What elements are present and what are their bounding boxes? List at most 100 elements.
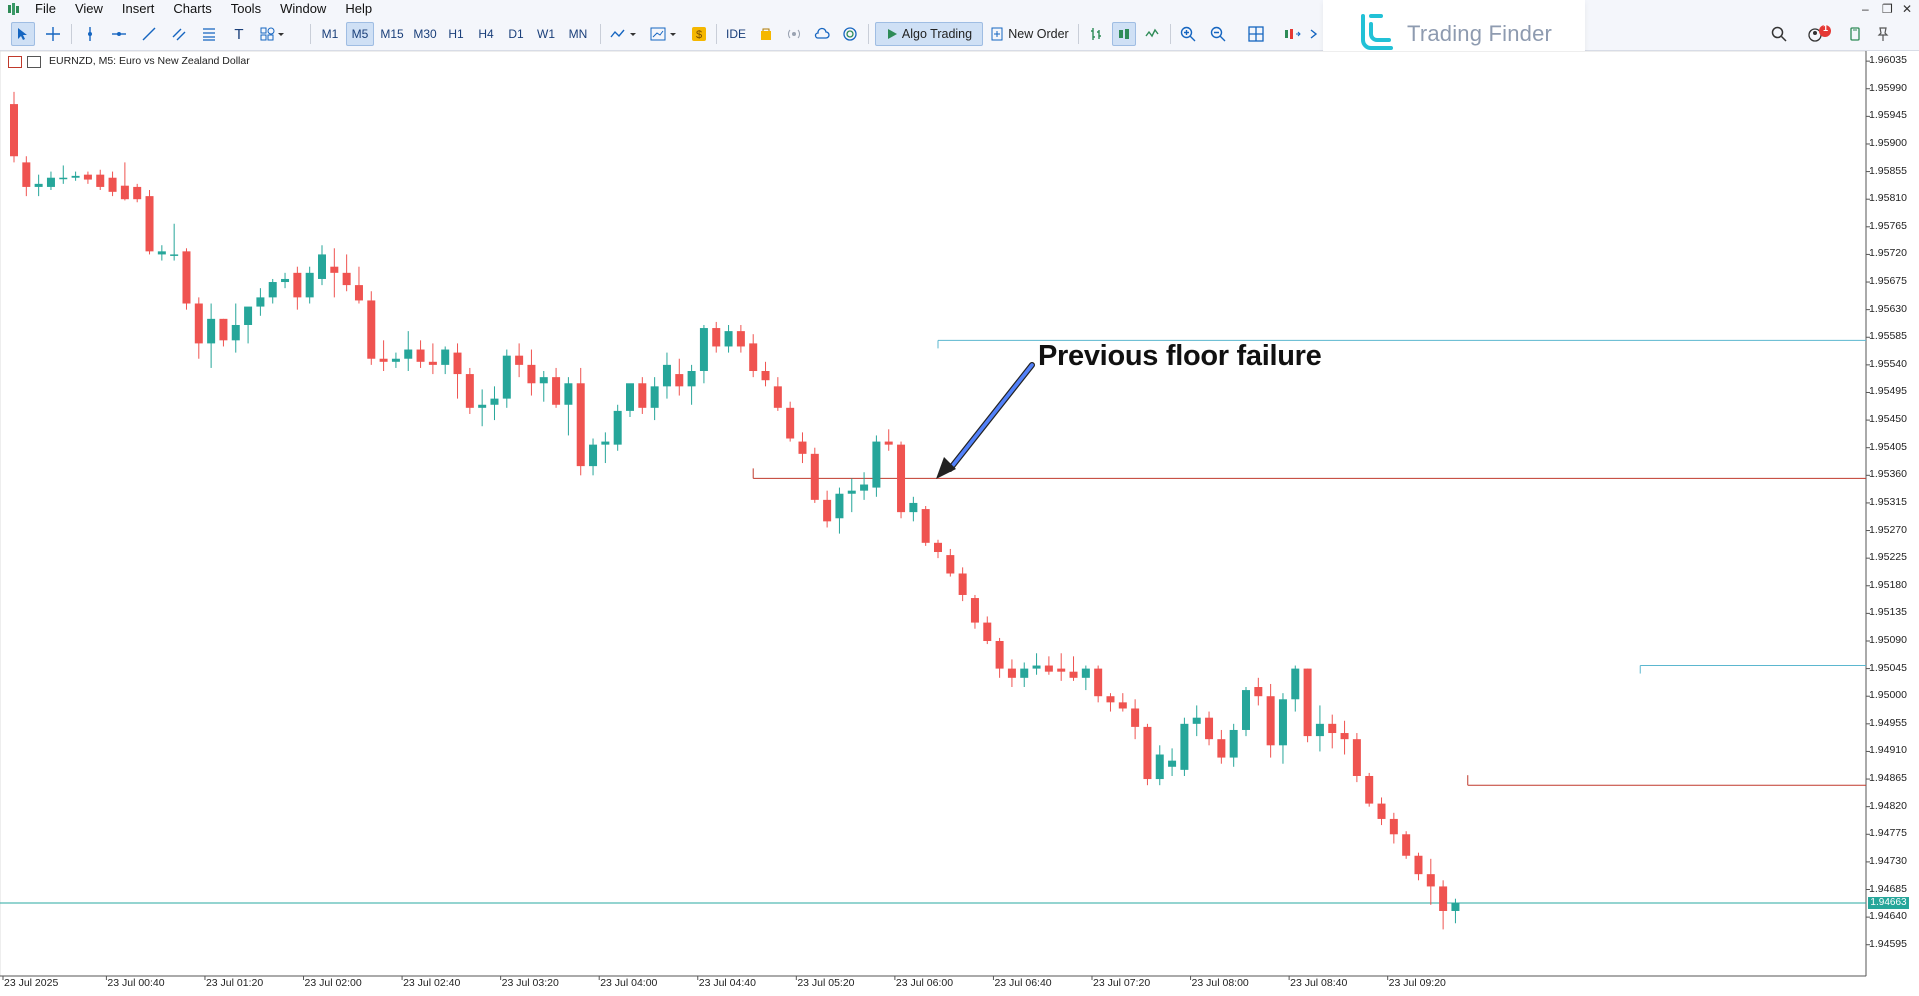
horizontal-line-button[interactable] <box>108 22 130 46</box>
candle <box>613 404 622 451</box>
chart-type-button[interactable] <box>606 22 642 46</box>
line-chart-button[interactable] <box>1140 22 1164 46</box>
candle-body <box>1254 687 1263 697</box>
candle <box>1032 653 1041 675</box>
crosshair-button[interactable] <box>41 22 65 46</box>
mobile-button[interactable] <box>1843 22 1867 46</box>
timeframe-m30[interactable]: M30 <box>413 27 437 41</box>
ide-button[interactable]: IDE <box>725 27 746 41</box>
price-axis-label: 1.94685 <box>1869 882 1907 895</box>
channel-button[interactable] <box>168 22 190 46</box>
vps-button[interactable] <box>810 22 834 46</box>
candle <box>1377 797 1386 826</box>
zoom-out-button[interactable] <box>1206 22 1230 46</box>
candle-body <box>293 272 302 298</box>
time-axis-label: 23 Jul 05:20 <box>797 977 855 989</box>
metatrader-icon <box>8 3 19 15</box>
vertical-line-button[interactable] <box>79 22 101 46</box>
text-tool-button[interactable]: T <box>228 22 250 46</box>
menu-insert[interactable]: Insert <box>121 1 155 16</box>
trade-button[interactable]: $ <box>688 22 710 46</box>
fibonacci-button[interactable] <box>198 22 220 46</box>
menu-charts[interactable]: Charts <box>173 1 212 16</box>
community-button[interactable] <box>838 22 862 46</box>
close-icon[interactable]: ✕ <box>1902 2 1913 16</box>
search-button[interactable] <box>1767 22 1791 46</box>
play-icon <box>887 29 897 39</box>
market-button[interactable] <box>754 22 778 46</box>
candle <box>638 377 647 414</box>
menu-file[interactable]: File <box>35 1 56 16</box>
autoscroll-button[interactable] <box>1306 22 1322 46</box>
bar-chart-button[interactable] <box>1084 22 1108 46</box>
timeframe-d1[interactable]: D1 <box>508 27 524 41</box>
candle-body <box>379 358 388 362</box>
trading-finder-logo-text: Trading Finder <box>1407 21 1553 46</box>
candle-body <box>1106 696 1115 703</box>
pin-button[interactable] <box>1871 22 1895 46</box>
candle-body <box>256 297 265 307</box>
candle-body <box>552 377 561 405</box>
candle-body <box>428 361 437 365</box>
candle-body <box>897 444 906 513</box>
timeframe-h4[interactable]: H4 <box>478 27 494 41</box>
candle <box>1303 668 1312 743</box>
candle <box>1007 659 1016 688</box>
signals-button[interactable] <box>782 22 806 46</box>
candle-body <box>330 266 339 273</box>
candle <box>736 324 745 353</box>
price-axis-label: 1.95135 <box>1869 606 1907 619</box>
menu-tools[interactable]: Tools <box>230 1 262 16</box>
timeframe-w1[interactable]: W1 <box>537 27 555 41</box>
candle <box>1081 665 1090 691</box>
menu-window[interactable]: Window <box>280 1 327 16</box>
tile-windows-button[interactable] <box>1244 22 1268 46</box>
candle-body <box>1069 671 1078 678</box>
signal-icon <box>788 29 800 39</box>
menu-help[interactable]: Help <box>345 1 373 16</box>
trendline-button[interactable] <box>138 22 160 46</box>
menu-view[interactable]: View <box>74 1 103 16</box>
zoom-out-icon <box>1210 26 1226 42</box>
cursor-tool-button[interactable] <box>11 22 35 46</box>
candle <box>256 288 265 316</box>
candle-body <box>736 331 745 347</box>
chart-shift-icon <box>1285 29 1301 39</box>
candle-body <box>342 272 351 286</box>
notifications-button[interactable]: 1 <box>1803 22 1837 46</box>
timeframe-mn[interactable]: MN <box>568 27 588 41</box>
chart-shift-button[interactable] <box>1280 22 1304 46</box>
candle <box>884 429 893 451</box>
candle <box>1451 898 1460 924</box>
new-order-button[interactable]: New Order <box>988 22 1072 46</box>
shapes-menu-button[interactable] <box>256 22 290 46</box>
candle <box>1143 723 1152 786</box>
zoom-in-button[interactable] <box>1176 22 1200 46</box>
candle-body <box>244 306 253 325</box>
candle <box>379 340 388 372</box>
price-chart[interactable] <box>0 51 1919 996</box>
price-axis-label: 1.95360 <box>1869 468 1907 481</box>
candle-body <box>71 175 80 178</box>
candle-body <box>1180 723 1189 770</box>
timeframe-m15[interactable]: M15 <box>380 27 404 41</box>
candlestick-button[interactable] <box>1112 22 1136 46</box>
candle-body <box>1414 855 1423 875</box>
chart-title: EURNZD, M5: Euro vs New Zealand Dollar <box>49 55 250 67</box>
templates-button[interactable] <box>646 22 682 46</box>
candle <box>798 432 807 464</box>
candle <box>699 324 708 384</box>
timeframe-m5[interactable]: M5 <box>346 22 374 46</box>
candle-body <box>354 285 363 301</box>
price-axis-label: 1.95900 <box>1869 136 1907 149</box>
candle-body <box>884 441 893 445</box>
timeframe-m1[interactable]: M1 <box>321 27 339 41</box>
minimize-icon[interactable]: – <box>1862 2 1869 16</box>
time-axis-label: 23 Jul 2025 <box>4 977 59 989</box>
algo-trading-button[interactable]: Algo Trading <box>875 22 983 46</box>
candle-body <box>1192 717 1201 724</box>
timeframe-h1[interactable]: H1 <box>448 27 464 41</box>
restore-icon[interactable]: ❐ <box>1882 2 1893 16</box>
time-axis-label: 23 Jul 09:20 <box>1388 977 1446 989</box>
candle <box>552 367 561 408</box>
